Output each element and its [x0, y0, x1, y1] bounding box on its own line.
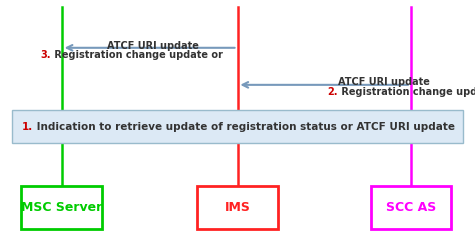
Text: MSC Server: MSC Server: [21, 201, 103, 214]
Text: Registration change update or: Registration change update or: [338, 87, 475, 97]
FancyBboxPatch shape: [12, 110, 463, 143]
Text: ATCF URI update: ATCF URI update: [338, 77, 430, 87]
Text: 1.: 1.: [21, 122, 33, 132]
Text: Indication to retrieve update of registration status or ATCF URI update: Indication to retrieve update of registr…: [33, 122, 455, 132]
Text: SCC AS: SCC AS: [386, 201, 436, 214]
FancyBboxPatch shape: [197, 186, 278, 229]
Text: Registration change update or: Registration change update or: [51, 50, 223, 60]
Text: 2.: 2.: [328, 87, 338, 97]
FancyBboxPatch shape: [370, 186, 451, 229]
FancyBboxPatch shape: [21, 186, 102, 229]
Text: ATCF URI update: ATCF URI update: [107, 41, 199, 51]
Text: 3.: 3.: [40, 50, 51, 60]
Text: IMS: IMS: [225, 201, 250, 214]
